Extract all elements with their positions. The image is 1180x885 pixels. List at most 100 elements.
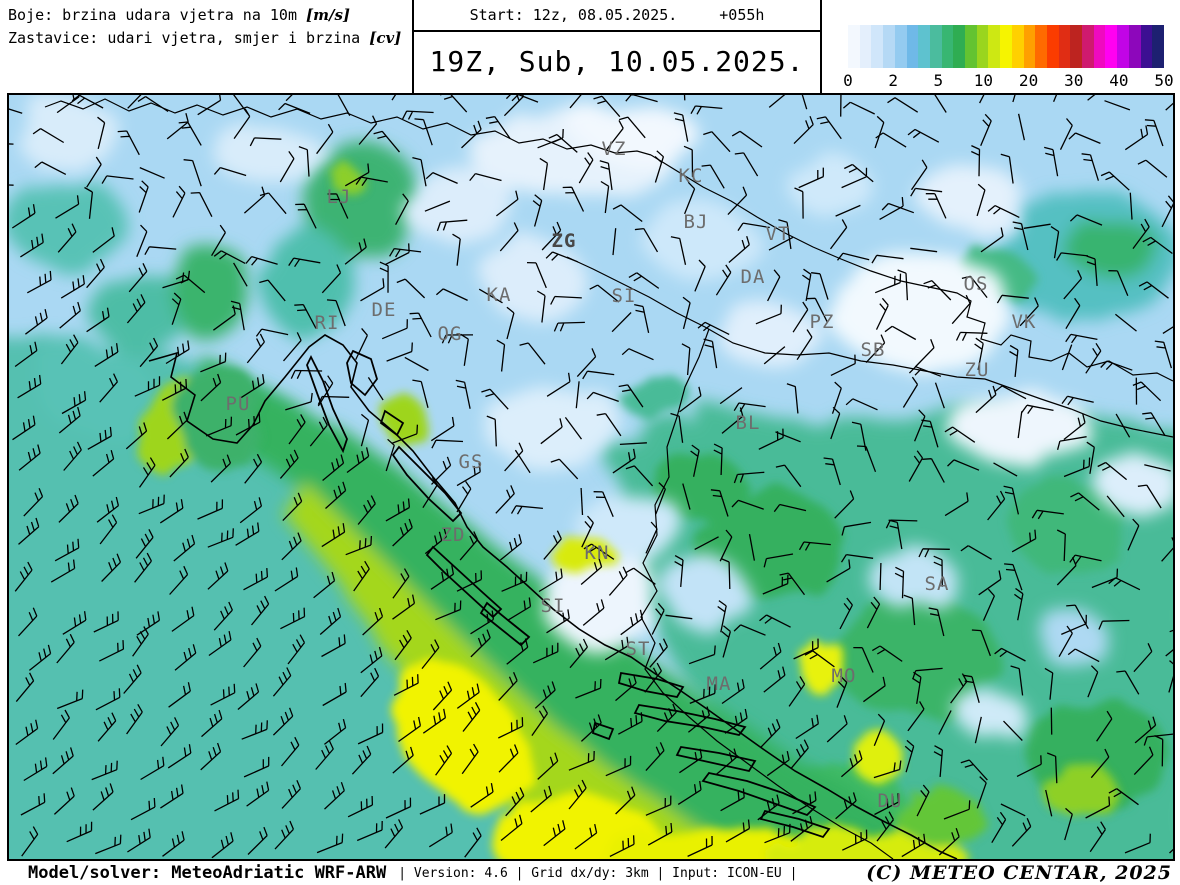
description-line-2-text: Zastavice: udari vjetra, smjer i brzina xyxy=(8,28,361,47)
wind-barb xyxy=(933,555,943,587)
wind-barb xyxy=(727,186,748,216)
wind-barb xyxy=(385,797,412,819)
wind-barb xyxy=(233,95,249,115)
wind-barb xyxy=(507,597,532,622)
wind-barb xyxy=(211,832,234,859)
wind-barb xyxy=(498,672,518,701)
color-scale-ticks: 0 2 5 10 20 30 40 50 xyxy=(843,71,1173,91)
wind-barb xyxy=(360,278,385,302)
color-scale-tick: 2 xyxy=(888,71,898,90)
wind-barb xyxy=(645,795,672,816)
wind-barb xyxy=(233,262,248,287)
wind-barb xyxy=(200,352,227,373)
wind-barb xyxy=(916,784,930,817)
wind-barb xyxy=(337,95,351,117)
valid-time: 19Z, Sub, 10.05.2025. xyxy=(429,45,805,78)
wind-barb xyxy=(836,252,870,261)
city-label-os-7: OS xyxy=(964,273,989,295)
color-scale-segment xyxy=(1128,25,1141,68)
wind-barb xyxy=(1069,554,1102,565)
wind-barb xyxy=(944,426,976,443)
color-scale-segment xyxy=(941,25,954,68)
island-mljet xyxy=(759,809,831,839)
city-label-ma-26: MA xyxy=(707,673,732,695)
wind-barb xyxy=(612,204,643,223)
wind-barb xyxy=(255,328,289,337)
wind-barb xyxy=(960,759,988,781)
color-scale-segment xyxy=(1000,25,1012,68)
wind-barb xyxy=(93,611,119,633)
wind-barb xyxy=(655,482,667,515)
wind-barb xyxy=(1096,710,1113,742)
wind-barb xyxy=(461,743,479,775)
island-pag xyxy=(391,445,463,523)
wind-barb xyxy=(681,343,691,376)
wind-barb xyxy=(190,191,213,217)
wind-barb xyxy=(207,562,229,590)
wind-barb xyxy=(759,642,782,670)
color-scale-tick: 0 xyxy=(843,71,853,90)
wind-barb xyxy=(1081,153,1100,181)
wind-barb xyxy=(315,740,334,770)
wind-barb xyxy=(428,823,453,848)
wind-barb xyxy=(1063,457,1091,478)
wind-barb xyxy=(126,294,146,324)
wind-barb xyxy=(578,152,594,184)
wind-barb xyxy=(683,181,696,215)
wind-barb xyxy=(596,412,622,437)
wind-barb xyxy=(355,176,388,186)
wind-barb xyxy=(287,634,306,665)
footer: Model/solver: MeteoAdriatic WRF-ARW | Ve… xyxy=(0,861,1180,885)
wind-barb xyxy=(1063,413,1086,441)
wind-barb xyxy=(128,263,148,293)
wind-barb xyxy=(933,745,944,777)
wind-barb xyxy=(876,811,894,842)
wind-barb xyxy=(210,454,232,483)
wind-barb xyxy=(440,95,468,113)
wind-barb xyxy=(436,219,468,232)
wind-barb xyxy=(247,826,268,855)
color-scale-segment xyxy=(1070,25,1083,68)
wind-barb xyxy=(645,521,658,554)
wind-barb xyxy=(844,163,874,183)
wind-barb xyxy=(1108,788,1139,806)
wind-barb xyxy=(537,752,559,780)
wind-barb xyxy=(994,647,1026,662)
wind-barb xyxy=(974,337,984,371)
run-info-box: Start: 12z, 08.05.2025. +055h 19Z, Sub, … xyxy=(412,0,822,93)
wind-barb xyxy=(715,264,732,296)
wind-barb xyxy=(496,339,506,372)
wind-barb xyxy=(801,95,808,110)
wind-barb xyxy=(233,108,251,139)
wind-barb xyxy=(237,683,260,710)
wind-barb xyxy=(355,327,368,360)
wind-barb xyxy=(86,156,102,188)
wind-barb xyxy=(283,332,302,362)
wind-barb xyxy=(834,490,855,519)
wind-barb xyxy=(95,688,121,711)
wind-barb xyxy=(764,823,791,844)
wind-barb xyxy=(1087,665,1099,698)
wind-barb xyxy=(766,750,790,777)
wind-barb xyxy=(282,492,303,522)
wind-barb xyxy=(160,717,180,747)
wind-barb xyxy=(1009,344,1019,377)
wind-barb xyxy=(135,529,154,559)
wind-barb xyxy=(173,534,196,562)
wind-barb xyxy=(918,548,950,558)
wind-barb xyxy=(288,257,321,268)
wind-barb xyxy=(373,130,400,153)
wind-barb xyxy=(611,312,632,333)
wind-barb xyxy=(526,261,547,289)
wind-barb xyxy=(285,392,313,411)
wind-barb xyxy=(830,406,841,440)
wind-barb xyxy=(18,517,40,545)
city-label-bj-3: BJ xyxy=(684,211,709,233)
wind-barb xyxy=(514,449,531,474)
wind-barb xyxy=(1137,159,1168,178)
wind-barb xyxy=(887,97,919,113)
wind-barb xyxy=(875,297,889,330)
wind-barb xyxy=(912,667,943,680)
wind-barb xyxy=(360,667,380,698)
wind-barb xyxy=(1133,746,1154,776)
